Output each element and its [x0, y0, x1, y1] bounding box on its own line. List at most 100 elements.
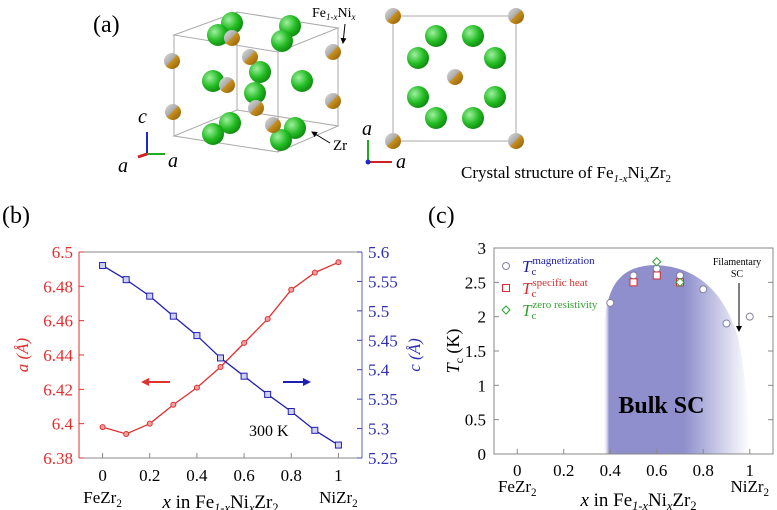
fe-ni-atom [219, 77, 235, 93]
fe-ni-site-label: Fe1-xNix [312, 6, 356, 22]
unit-cell-projection [385, 8, 524, 149]
data-point-circle [745, 312, 754, 321]
x-tick-label: 0.4 [186, 466, 208, 485]
legend-marker-square [502, 284, 510, 292]
fe-ni-atom [224, 30, 240, 46]
fe-ni-atom [508, 133, 524, 149]
x-tick-label: 0.4 [600, 461, 622, 480]
axes-triad-2d: a a [362, 118, 406, 173]
data-point-c [169, 312, 177, 320]
zr-atom [407, 86, 429, 108]
fe-ni-atom [325, 44, 341, 60]
right-tick-label: 5.5 [368, 302, 389, 321]
panel-c-label: (c) [428, 203, 455, 229]
y-tick-label: 1.5 [465, 342, 486, 361]
legend-entry: Tcmagnetization [522, 255, 595, 278]
x-end-label-fezr2: FeZr2 [498, 477, 537, 499]
x-tick-label: 1 [334, 466, 343, 485]
right-axis-label: c (Å) [405, 338, 424, 372]
fe-ni-atom [508, 8, 524, 24]
cell-edge-bottom [172, 109, 340, 153]
left-axis-arrowhead [141, 378, 149, 386]
right-tick-label: 5.6 [368, 243, 389, 262]
left-tick-label: 6.5 [52, 243, 73, 262]
fe-ni-atom [164, 53, 180, 69]
left-tick-label: 6.46 [43, 312, 73, 331]
zr-atom [425, 107, 447, 129]
y-tick-label: 3 [478, 239, 487, 258]
data-point-a [311, 269, 318, 276]
legend-marker-circle [502, 262, 510, 270]
data-point-c [264, 390, 272, 398]
left-tick-label: 6.38 [43, 449, 73, 468]
data-point-circle [606, 298, 615, 307]
right-tick-label: 5.55 [368, 272, 398, 291]
zr-atom [484, 47, 506, 69]
panel-b-label: (b) [2, 203, 30, 229]
data-point-a [264, 315, 271, 322]
region-label: Bulk SC [618, 393, 704, 419]
zr-label: Zr [333, 138, 347, 154]
c-axis-dot [365, 159, 371, 165]
zr-atom [207, 24, 229, 46]
legend-entry: Tcspecific heat [522, 277, 588, 300]
a-axis-label: a [168, 150, 178, 172]
x-end-label-nizr2: NiZr2 [730, 477, 769, 499]
tc-phase-diagram-chart: (c) 0 0.5 1 1.5 2 2.5 3 0 0.2 0.4 0.6 0.8 1 FeZr2 NiZr… [428, 203, 774, 510]
right-tick-label: 5.45 [368, 331, 398, 350]
data-point-c [122, 276, 130, 284]
x-axis-label: x in Fe1-xNixZr2 [161, 492, 278, 510]
data-point-c [311, 426, 319, 434]
data-point-a [193, 384, 200, 391]
data-point-a [288, 286, 295, 293]
left-tick-label: 6.4 [52, 415, 74, 434]
x-tick-label: 0 [98, 466, 107, 485]
data-point-diamond [675, 277, 685, 288]
fe-ni-atom [265, 117, 281, 133]
data-point-circle [629, 271, 638, 280]
lattice-parameter-chart: (b) 6.38 6.4 6.42 6.44 6.46 6.48 6.5 5.25 5.3 5.3… [2, 203, 424, 510]
data-point-circle [722, 319, 731, 328]
left-axis-label: a (Å) [13, 337, 32, 372]
right-tick-label: 5.4 [368, 361, 390, 380]
zr-atom [462, 107, 484, 129]
x-tick-label: 0.8 [693, 461, 714, 480]
x-tick-label: 0 [513, 461, 522, 480]
zr-atom [291, 70, 313, 92]
data-point-a [123, 430, 130, 437]
left-tick-label: 6.48 [43, 277, 73, 296]
a-axis-arrow-depth [137, 152, 148, 159]
x-tick-label: 0.8 [281, 466, 302, 485]
filamentary-annotation-line2: SC [731, 269, 744, 280]
left-tick-label: 6.42 [43, 380, 73, 399]
zr-atom [484, 86, 506, 108]
left-tick-label: 6.44 [43, 346, 73, 365]
x-tick-label: 0.6 [233, 466, 254, 485]
data-point-a [99, 424, 106, 431]
data-point-c [240, 372, 248, 380]
x-tick-label: 0.2 [139, 466, 160, 485]
data-point-a [170, 401, 177, 408]
fe-ni-atom [385, 133, 401, 149]
crystal-caption: Crystal structure of Fe1-xNixZr2 [461, 163, 671, 185]
x-axis-label: x in Fe1-xNixZr2 [579, 490, 696, 510]
legend-marker-diamond [501, 305, 511, 315]
y-tick-label: 0.5 [465, 411, 486, 430]
bulk-sc-region [603, 265, 750, 454]
x-tick-label: 1 [746, 461, 755, 480]
data-point-diamond [652, 257, 662, 267]
a-axis-horizontal-label: a [396, 151, 406, 173]
data-point-c [287, 408, 295, 416]
y-tick-label: 2.5 [465, 273, 486, 292]
zr-pointer [311, 131, 331, 144]
zr-atom [462, 25, 484, 47]
zr-atom [249, 61, 271, 83]
filamentary-annotation: Filamentary [713, 257, 761, 268]
zr-atom [270, 129, 292, 151]
a-axis-label-depth: a [118, 155, 128, 177]
legend-entry: Tczero resistivity [522, 299, 598, 322]
zr-atom [244, 82, 266, 104]
zr-atom [219, 112, 241, 134]
